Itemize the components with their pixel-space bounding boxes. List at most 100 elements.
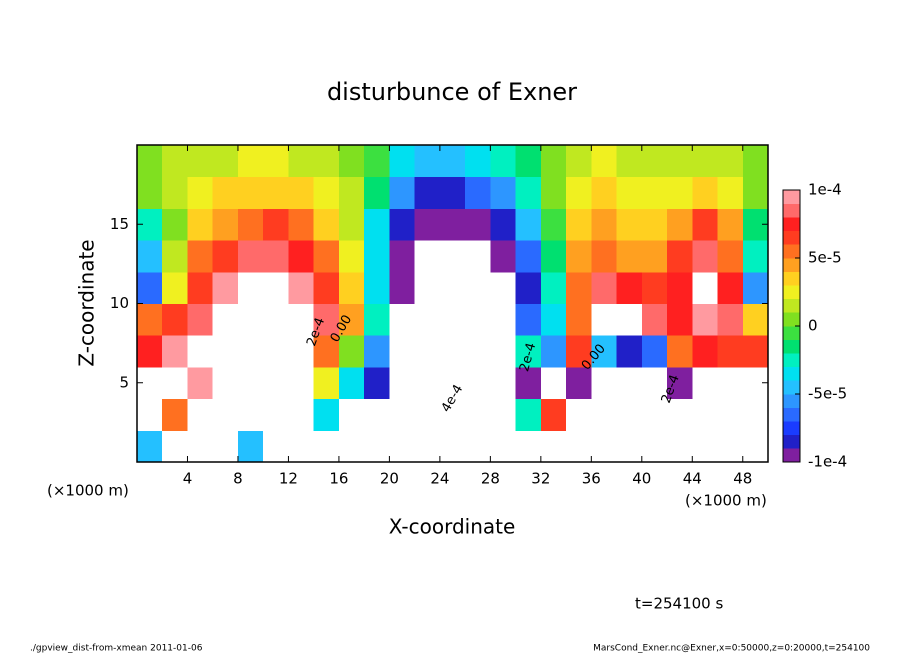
field-cell bbox=[641, 208, 668, 241]
field-cell bbox=[742, 430, 769, 463]
field-cell bbox=[641, 335, 668, 368]
field-cell bbox=[742, 303, 769, 336]
field-cell bbox=[338, 208, 365, 241]
field-cell bbox=[263, 303, 289, 336]
field-cell bbox=[338, 430, 365, 463]
colorbar-swatch bbox=[783, 366, 800, 381]
x-tick-label: 16 bbox=[329, 470, 348, 488]
field-cell bbox=[288, 430, 315, 463]
field-cell bbox=[742, 271, 769, 304]
field-cell bbox=[591, 335, 618, 368]
field-cell bbox=[515, 240, 542, 273]
field-cell bbox=[439, 398, 466, 431]
contour-label: 2e-4 bbox=[517, 341, 539, 373]
field-cell bbox=[717, 271, 744, 304]
field-cell bbox=[187, 366, 214, 400]
field-cell bbox=[389, 430, 416, 463]
field-cell bbox=[137, 240, 163, 273]
y-tick-label: 5 bbox=[119, 373, 129, 391]
field-cell bbox=[591, 303, 618, 336]
field-cell bbox=[591, 240, 618, 273]
field-cell bbox=[212, 335, 239, 368]
field-cell bbox=[338, 303, 365, 336]
field-cell bbox=[439, 176, 466, 209]
field-cell bbox=[540, 398, 567, 431]
field-cell bbox=[692, 145, 719, 178]
footer-left: ./gpview_dist-from-xmean 2011-01-06 bbox=[30, 644, 203, 654]
field-cell bbox=[540, 430, 567, 463]
colorbar-tick-label: 0 bbox=[808, 317, 818, 335]
field-cell bbox=[364, 208, 390, 241]
field-cell bbox=[540, 176, 567, 209]
field-cell bbox=[616, 366, 643, 400]
field-cell bbox=[540, 271, 567, 304]
field-cell bbox=[616, 176, 643, 209]
field-cell bbox=[162, 398, 188, 431]
field-cell bbox=[717, 208, 744, 241]
field-cell bbox=[338, 335, 365, 368]
field-cell bbox=[540, 335, 567, 368]
field-cell bbox=[616, 303, 643, 336]
field-cell bbox=[515, 176, 542, 209]
field-cell bbox=[465, 176, 491, 209]
field-cell bbox=[288, 303, 315, 336]
field-cell bbox=[616, 208, 643, 241]
footer-right: MarsCond_Exner.nc@Exner,x=0:50000,z=0:20… bbox=[593, 644, 870, 654]
field-cell bbox=[338, 366, 365, 400]
field-cell bbox=[515, 271, 542, 304]
field-cell bbox=[465, 271, 491, 304]
field-cell bbox=[566, 398, 592, 431]
field-cell bbox=[389, 240, 416, 273]
field-cell bbox=[414, 176, 441, 209]
field-cell bbox=[414, 240, 441, 273]
field-cell bbox=[540, 240, 567, 273]
field-cell bbox=[162, 303, 188, 336]
field-cell bbox=[566, 335, 592, 368]
field-cell bbox=[591, 398, 618, 431]
field-cell bbox=[338, 176, 365, 209]
field-cell bbox=[263, 240, 289, 273]
field-cell bbox=[288, 240, 315, 273]
field-cell bbox=[187, 430, 214, 463]
field-cell bbox=[439, 430, 466, 463]
field-cell bbox=[414, 145, 441, 178]
field-cell bbox=[566, 176, 592, 209]
field-cell bbox=[263, 145, 289, 178]
field-cell bbox=[641, 430, 668, 463]
field-cell bbox=[237, 208, 264, 241]
field-cell bbox=[364, 271, 390, 304]
field-cell bbox=[162, 271, 188, 304]
x-unit: (×1000 m) bbox=[47, 482, 129, 500]
field-cell bbox=[439, 366, 466, 400]
field-cell bbox=[717, 240, 744, 273]
field-cell bbox=[465, 240, 491, 273]
field-cell bbox=[237, 366, 264, 400]
field-cell bbox=[263, 176, 289, 209]
field-cell bbox=[641, 145, 668, 178]
field-cell bbox=[490, 366, 517, 400]
field-cell bbox=[212, 145, 239, 178]
field-cell bbox=[212, 208, 239, 241]
field-cell bbox=[641, 176, 668, 209]
x-tick-label: 48 bbox=[733, 470, 752, 488]
field-cell bbox=[591, 366, 618, 400]
x-unit: (×1000 m) bbox=[685, 492, 767, 510]
field-cell bbox=[490, 430, 517, 463]
x-tick-label: 4 bbox=[183, 470, 193, 488]
field-cell bbox=[515, 335, 542, 368]
field-cell bbox=[137, 430, 163, 463]
field-cell bbox=[667, 303, 693, 336]
field-cell bbox=[641, 366, 668, 400]
field-cell bbox=[667, 398, 693, 431]
x-tick-label: 28 bbox=[481, 470, 500, 488]
field-cell bbox=[212, 176, 239, 209]
field-cell bbox=[515, 145, 542, 178]
field-cell bbox=[515, 398, 542, 431]
field-cell bbox=[566, 145, 592, 178]
x-tick-label: 44 bbox=[683, 470, 702, 488]
field-cell bbox=[490, 240, 517, 273]
field-cell bbox=[490, 271, 517, 304]
field-cell bbox=[364, 145, 390, 178]
field-cell bbox=[591, 430, 618, 463]
